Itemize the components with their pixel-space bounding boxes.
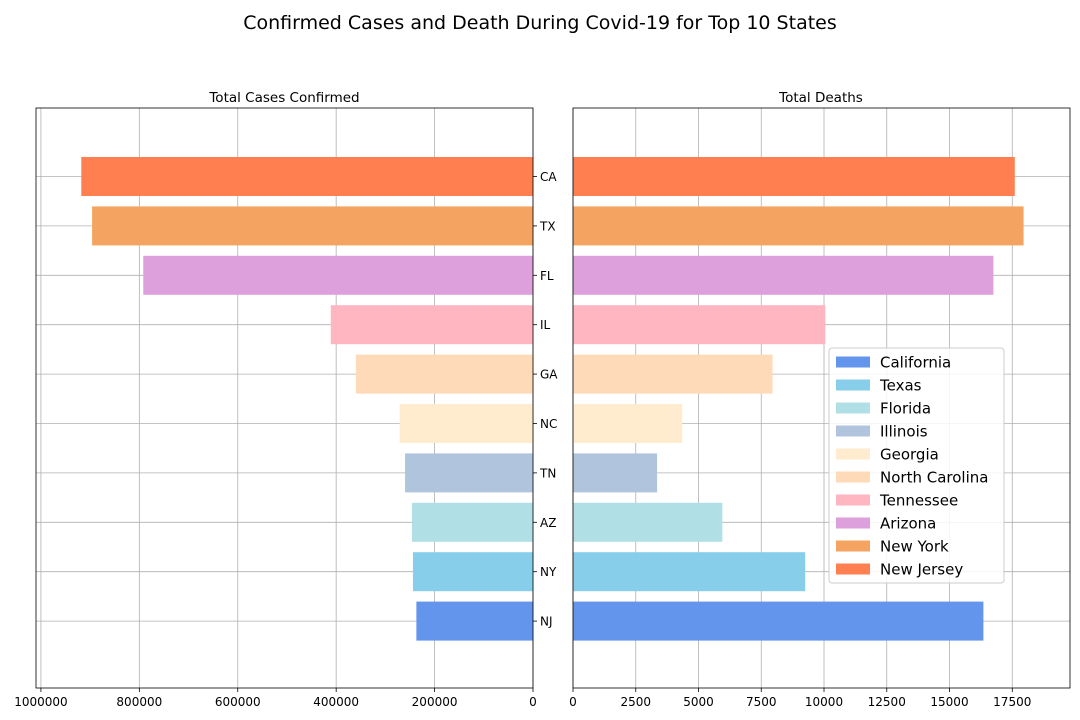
legend-swatch-5 [836,471,870,483]
deaths-xtick-label-2: 5000 [683,695,714,709]
cases-xtick-label-1: 800000 [116,695,162,709]
legend-label-7: Arizona [880,515,936,533]
category-label-tx: TX [539,219,556,233]
cases-bar-az [411,502,533,542]
category-label-ny: NY [540,565,557,579]
legend-swatch-8 [836,540,870,552]
deaths-bar-tn [573,453,658,493]
category-axis: CA TX FL IL GA NC TN AZ NY NJ [533,170,558,629]
category-label-il: IL [540,318,551,332]
cases-xtick-label-5: 0 [529,695,537,709]
legend-swatch-2 [836,402,870,414]
category-label-az: AZ [540,516,556,530]
cases-bar-ny [412,552,533,592]
deaths-xtick-label-3: 7500 [746,695,777,709]
deaths-bar-il [573,305,826,345]
cases-bar-il [330,305,533,345]
left-panel-title: Total Cases Confirmed [208,90,359,106]
deaths-xtick-label-5: 12500 [868,695,906,709]
deaths-axes-frame [572,107,1071,689]
deaths-bar-nc [573,404,683,443]
cases-bar-nj [416,601,533,641]
legend-label-0: California [880,354,951,372]
category-label-ca: CA [540,170,557,184]
deaths-bar-az [573,502,723,542]
deaths-bar-ny [573,552,806,592]
deaths-bars [573,157,1024,641]
cases-axes-frame [35,107,534,689]
deaths-xtick-label-7: 17500 [993,695,1031,709]
legend-box [828,347,1005,584]
deaths-xtick-label-6: 15000 [930,695,968,709]
legend-swatch-6 [836,494,870,506]
cases-bar-nc [399,404,533,443]
deaths-bar-nj [573,601,984,641]
legend-swatch-7 [836,517,870,529]
legend-swatch-9 [836,563,870,575]
legend: California Texas Florida Illinois Georgia Nor… [828,347,1005,584]
deaths-xtick-label-4: 10000 [805,695,843,709]
deaths-xtick-label-0: 0 [569,695,577,709]
legend-label-6: Tennessee [879,492,958,510]
right-panel-title: Total Deaths [778,90,863,106]
category-label-nj: NJ [540,615,553,629]
cases-bar-tn [405,453,533,493]
cases-bar-ga [355,354,533,394]
cases-xtick-label-2: 600000 [215,695,261,709]
cases-xtick-label-3: 400000 [313,695,359,709]
cases-xtick-label-4: 200000 [412,695,458,709]
legend-label-3: Illinois [880,423,928,441]
category-label-tn: TN [539,466,556,480]
legend-label-9: New Jersey [880,561,963,579]
legend-label-5: North Carolina [880,469,988,487]
legend-swatch-1 [836,379,870,391]
category-label-ga: GA [540,368,558,382]
cases-bar-ca [81,157,533,196]
legend-swatch-4 [836,448,870,460]
cases-x-axis: 1000000 800000 600000 400000 200000 0 [14,688,537,709]
legend-label-8: New York [880,538,949,556]
figure-title: Confirmed Cases and Death During Covid-1… [243,12,837,34]
category-label-fl: FL [540,269,554,283]
legend-label-4: Georgia [880,446,939,464]
category-label-nc: NC [540,417,557,431]
deaths-bar-ca [573,157,1015,196]
cases-panel: 1000000 800000 600000 400000 200000 0 CA TX FL IL… [14,107,558,709]
legend-label-2: Florida [880,400,931,418]
legend-swatch-3 [836,425,870,437]
deaths-x-axis: 0 2500 5000 7500 10000 12500 15000 17500 [569,688,1031,709]
legend-swatch-0 [836,356,870,368]
deaths-bar-fl [573,255,994,295]
cases-xtick-label-0: 1000000 [14,695,67,709]
deaths-bar-ga [573,354,773,394]
cases-bar-fl [143,255,534,295]
deaths-xtick-label-1: 2500 [620,695,651,709]
deaths-bar-tx [573,206,1024,246]
cases-bar-tx [92,206,533,246]
cases-bars [81,157,534,641]
legend-label-1: Texas [879,377,922,395]
